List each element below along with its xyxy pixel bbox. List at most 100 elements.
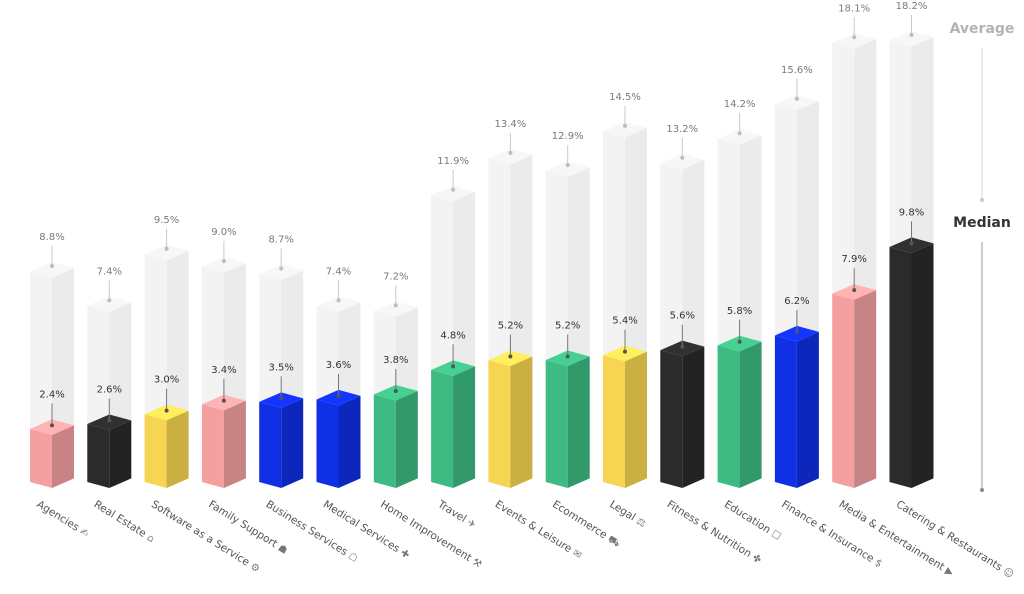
average-pin-dot — [794, 96, 799, 101]
median-bar — [832, 284, 877, 488]
house-icon: ⌂ — [145, 532, 156, 545]
average-value-label: 13.4% — [495, 119, 527, 130]
average-bar-top — [316, 296, 361, 313]
median-bar-side — [567, 356, 590, 488]
median-bar — [545, 350, 590, 488]
average-bar-top — [603, 121, 647, 138]
category-label: Fitness & Nutrition ✤ — [665, 498, 764, 566]
average-pin-dot — [508, 150, 513, 155]
average-value-label: 9.5% — [154, 215, 179, 226]
average-bar-top — [774, 94, 819, 111]
median-value-label: 4.8% — [440, 330, 465, 341]
average-bar-top — [144, 244, 189, 261]
average-pin-dot — [50, 263, 54, 268]
median-bar-front — [30, 428, 52, 488]
average-value-label: 8.7% — [268, 234, 293, 245]
median-pin-dot — [737, 339, 742, 344]
family-icon: ☗ — [276, 543, 289, 557]
average-pin-dot — [623, 123, 627, 128]
median-pin-dot — [565, 354, 570, 359]
briefcase-icon: ☖ — [346, 551, 359, 565]
toolbox-icon: ⚒ — [470, 557, 483, 571]
category-label: Business Services ☖ — [264, 498, 360, 564]
median-bar — [889, 237, 934, 488]
median-bar-front — [774, 335, 797, 488]
average-value-label: 11.9% — [437, 156, 469, 167]
average-bar-top — [832, 33, 877, 49]
average-bar-top — [660, 153, 705, 170]
average-pin-dot — [107, 298, 112, 303]
median-bar-front — [545, 360, 568, 488]
bar-group: 14.2%5.8%Education ☐ — [717, 99, 783, 543]
average-pin-dot — [279, 266, 284, 271]
median-bar-side — [453, 366, 476, 488]
book-icon: ☐ — [769, 529, 782, 543]
median-pin-dot — [451, 364, 456, 369]
play-icon: ▶ — [943, 566, 956, 580]
median-bar-front — [373, 394, 396, 488]
average-value-label: 8.8% — [39, 232, 64, 243]
average-value-label: 12.9% — [552, 131, 584, 142]
median-bar-side — [338, 395, 361, 488]
median-bar — [316, 389, 361, 488]
median-pin-dot — [221, 398, 226, 403]
legend-axis-dot-lower — [980, 488, 984, 492]
median-bar-side — [223, 400, 246, 488]
legend-axis-dot-upper — [980, 198, 984, 202]
median-pin-dot — [852, 288, 857, 293]
average-bar-top — [259, 264, 304, 281]
median-bar-front — [201, 404, 224, 488]
average-pin-dot — [909, 32, 914, 37]
median-bar — [87, 414, 132, 488]
average-pin-dot — [852, 35, 857, 40]
median-bar-front — [316, 399, 339, 488]
average-bar-top — [431, 185, 476, 202]
median-value-label: 3.4% — [211, 365, 236, 376]
median-bar-side — [109, 420, 132, 488]
category-label: Software as a Service ⚙ — [149, 498, 262, 575]
median-bar-side — [796, 331, 819, 488]
median-bar — [431, 360, 476, 488]
average-bar-top — [717, 129, 762, 145]
average-pin-dot — [336, 298, 341, 303]
average-value-label: 9.0% — [211, 227, 236, 238]
category-label: Agencies ✍ — [34, 498, 91, 540]
cart-icon: ⛟ — [606, 534, 623, 550]
average-bar-top — [30, 261, 74, 278]
gear-icon: ⚙ — [248, 561, 261, 575]
average-value-label: 14.5% — [609, 92, 641, 103]
average-pin-dot — [737, 131, 742, 136]
category-label: Real Estate ⌂ — [92, 498, 157, 545]
median-value-label: 3.5% — [268, 362, 293, 373]
legend-median-label: Median — [953, 215, 1011, 231]
median-bar — [373, 384, 418, 488]
average-pin-dot — [164, 246, 169, 251]
handshake-icon: ✍ — [78, 526, 91, 540]
coin-icon: $ — [873, 557, 884, 570]
median-bar — [30, 419, 74, 488]
average-bar-top — [201, 257, 246, 273]
median-bar-front — [717, 345, 740, 488]
median-pin-dot — [794, 329, 799, 334]
median-pin-dot — [393, 388, 398, 393]
median-value-label: 3.0% — [154, 375, 179, 386]
median-bar-side — [395, 390, 418, 488]
legend-average-label: Average — [950, 21, 1015, 37]
category-label: Legal ⚖ — [607, 498, 648, 530]
median-value-label: 5.8% — [727, 306, 752, 317]
average-pin-dot — [221, 259, 226, 264]
category-label: Finance & Insurance $ — [779, 498, 884, 570]
bar-group: 14.5% 5.4% Legal ⚖ — [603, 92, 648, 530]
median-pin-dot — [279, 396, 284, 401]
median-bar-side — [510, 356, 533, 488]
average-value-label: 15.6% — [781, 65, 813, 76]
average-value-label: 13.2% — [666, 124, 698, 135]
median-bar-front — [832, 293, 855, 488]
median-value-label: 5.6% — [670, 311, 695, 322]
legend: Average Median — [950, 21, 1015, 492]
average-bar-top — [889, 30, 934, 47]
category-label: Media & Entertainment ▶ — [837, 498, 957, 579]
median-bar-side — [625, 351, 647, 488]
median-bar-side — [166, 410, 189, 488]
